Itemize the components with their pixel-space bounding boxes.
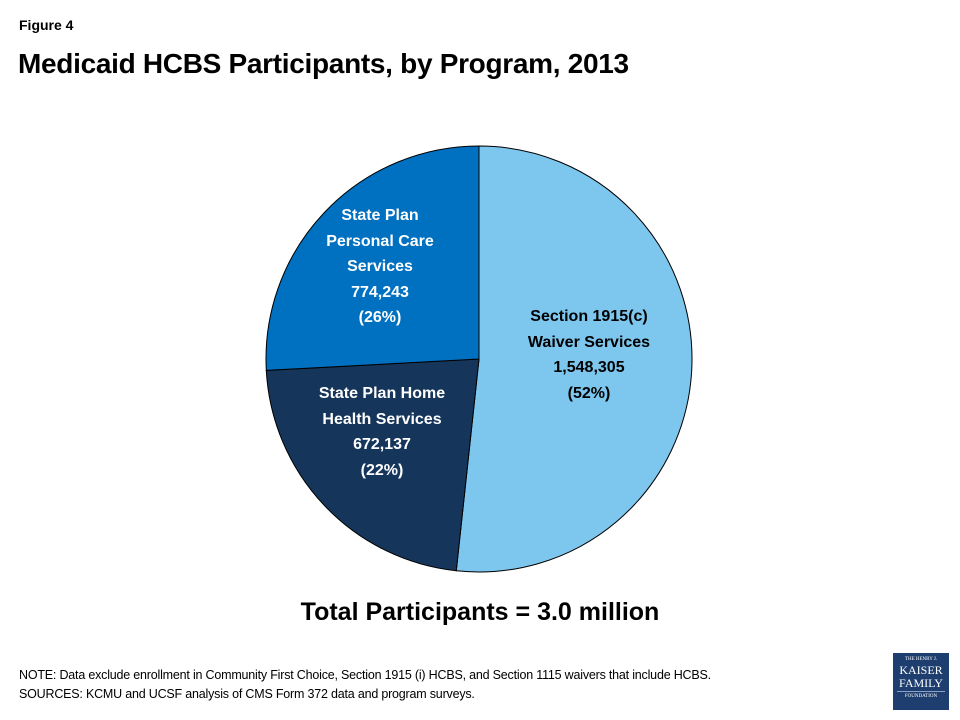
note-text: NOTE: Data exclude enrollment in Communi… bbox=[19, 668, 711, 682]
pie-slice-0 bbox=[455, 145, 693, 573]
logo-line: FOUNDATION bbox=[897, 691, 945, 701]
logo-line: FAMILY bbox=[899, 676, 943, 690]
slice-label-line: Section 1915(c) bbox=[530, 308, 648, 325]
total-annotation: Total Participants = 3.0 million bbox=[300, 598, 660, 626]
slice-label-line: State Plan Home bbox=[318, 385, 446, 402]
slice-percent-label: (22%) bbox=[360, 461, 404, 479]
slice-value-label: 774,243 bbox=[351, 283, 409, 301]
logo-line: THE HENRY J. bbox=[904, 657, 938, 662]
slice-label-line: Waiver Services bbox=[527, 333, 651, 351]
slice-label-waiver: Section 1915(c) Waiver Services 1,548,30… bbox=[489, 304, 689, 406]
kff-logo: THE HENRY J. KAISER FAMILY FOUNDATION bbox=[893, 653, 949, 710]
pie-slice-2 bbox=[265, 145, 480, 371]
slice-label-personal-care: State Plan Personal Care Services 774,24… bbox=[280, 203, 480, 331]
slice-value-label: 1,548,305 bbox=[553, 359, 625, 376]
chart-title: Medicaid HCBS Participants, by Program, … bbox=[18, 48, 629, 79]
slice-label-line: Services bbox=[347, 258, 413, 275]
slice-percent-label: (26%) bbox=[358, 309, 402, 326]
pie-slice-1 bbox=[265, 358, 480, 572]
slice-percent-label: (52%) bbox=[567, 384, 611, 402]
slice-label-line: Health Services bbox=[322, 410, 442, 428]
logo-line: KAISER bbox=[899, 663, 943, 677]
notes: NOTE: Data exclude enrollment in Communi… bbox=[19, 666, 711, 704]
sources-text: SOURCES: KCMU and UCSF analysis of CMS F… bbox=[19, 687, 475, 701]
slice-value-label: 672,137 bbox=[353, 436, 411, 453]
slice-label-line: State Plan bbox=[341, 207, 419, 224]
figure-label: Figure 4 bbox=[19, 17, 74, 33]
slice-label-line: Personal Care bbox=[326, 232, 434, 250]
slice-label-home-health: State Plan Home Health Services 672,137 … bbox=[282, 381, 482, 483]
